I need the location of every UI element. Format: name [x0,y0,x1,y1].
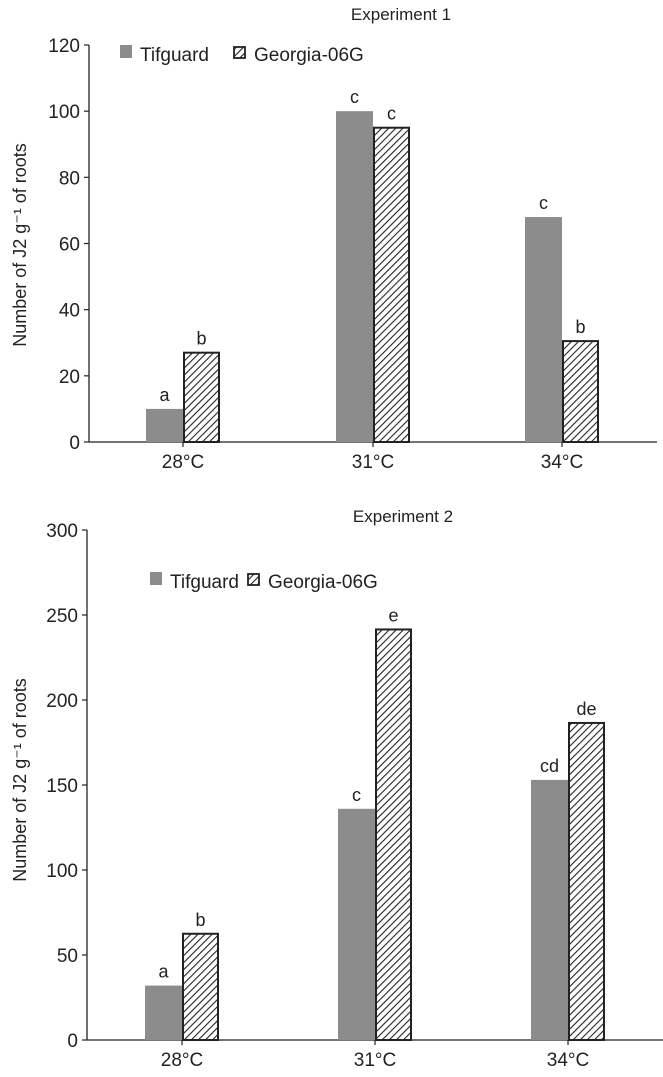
chart-title: Experiment 1 [351,5,451,24]
bar-tifguard [336,111,373,443]
x-tick-label: 31°C [352,452,394,473]
y-tick-label: 40 [59,301,80,322]
y-tick-label: 20 [59,367,80,388]
significance-letter: de [576,699,596,719]
significance-letter: a [158,962,169,982]
x-tick-label: 34°C [547,1050,589,1071]
legend: Tifguard Georgia-06G [120,45,364,66]
chart-2: Experiment 2 0 50 100 150 200 250 300 Number of … [10,507,663,1071]
bar-tifguard [531,779,568,1040]
bar-georgia-06g [182,932,219,1041]
significance-letter: b [196,329,206,349]
bar-georgia-06g [373,126,410,443]
y-tick-label: 80 [59,168,80,189]
y-tick-label: 100 [48,102,80,123]
legend-swatch-tifguard [120,45,132,58]
bar-tifguard [146,408,183,442]
legend-label: Tifguard [140,45,209,66]
bar-georgia-06g [375,628,412,1041]
bar-tifguard [145,985,182,1040]
legend-swatch-georgia [247,573,260,586]
significance-letter: c [539,193,548,213]
significance-letter: c [387,104,396,124]
y-tick-label: 150 [46,776,78,797]
y-tick-label: 200 [46,691,78,712]
chart-title: Experiment 2 [353,507,453,526]
legend-swatch-tifguard [150,572,162,585]
bar-georgia-06g [183,351,220,443]
legend-label: Georgia-06G [254,45,364,66]
significance-letter: b [575,317,585,337]
x-tick-label: 31°C [354,1050,396,1071]
legend-label: Tifguard [170,572,239,593]
y-tick-label: 0 [67,1031,78,1052]
y-tick-label: 50 [57,946,78,967]
legend-label: Georgia-06G [268,572,378,593]
bar-georgia-06g [568,721,605,1041]
legend-swatch-georgia [233,46,246,59]
x-tick-label: 28°C [161,1050,203,1071]
chart-1: Experiment 1 0 20 40 60 80 100 120 Number of J2 … [10,5,657,473]
bar-tifguard [338,808,375,1040]
bar-tifguard [525,217,562,442]
y-tick-label: 120 [48,36,80,57]
x-tick-label: 34°C [541,452,583,473]
y-tick-label: 250 [46,606,78,627]
legend: Tifguard Georgia-06G [150,572,378,593]
significance-letter: b [195,910,205,930]
x-tick-label: 28°C [162,452,204,473]
y-tick-label: 60 [59,235,80,256]
y-tick-label: 100 [46,861,78,882]
significance-letter: c [352,785,361,805]
significance-letter: e [388,605,398,625]
y-tick-label: 0 [69,433,80,454]
y-axis-label: Number of J2 g⁻¹ of roots [10,678,30,882]
y-tick-label: 300 [46,521,78,542]
significance-letter: cd [540,756,559,776]
bar-georgia-06g [562,340,599,443]
significance-letter: a [159,385,170,405]
significance-letter: c [350,87,359,107]
y-axis-label: Number of J2 g⁻¹ of roots [10,143,30,347]
